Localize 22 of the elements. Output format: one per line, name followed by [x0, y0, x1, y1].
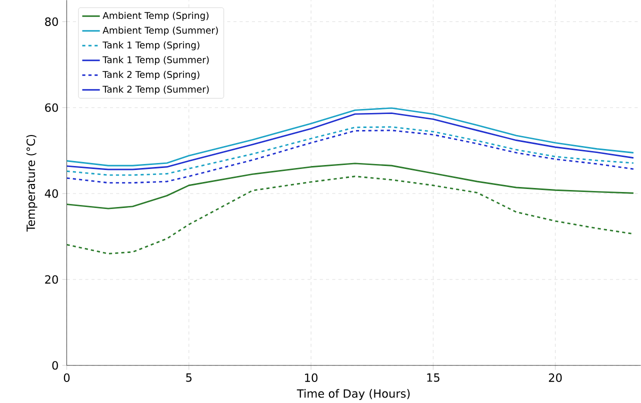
legend-label: Ambient Temp (Summer) [102, 26, 218, 36]
legend-label: Tank 1 Temp (Summer) [102, 56, 209, 65]
legend-label: Tank 2 Temp (Summer) [102, 85, 209, 94]
x-tick-label: 0 [64, 373, 70, 382]
legend-label: Tank 2 Temp (Spring) [102, 70, 200, 80]
line-series [66, 175, 634, 254]
legend-label: Ambient Temp (Spring) [102, 12, 208, 21]
y-tick-label: 80 [45, 17, 58, 26]
x-tick-label: 15 [427, 373, 440, 382]
line-series [66, 129, 634, 184]
y-tick-label: 60 [45, 103, 58, 112]
legend-label: Tank 1 Temp (Spring) [102, 41, 200, 50]
y-tick-label: 40 [44, 189, 58, 198]
y-tick-label: 20 [45, 274, 58, 284]
y-tick-label: 0 [52, 360, 58, 370]
x-tick-label: 5 [186, 373, 192, 382]
y-axis-title: Temperature (°C) [26, 134, 38, 232]
line-series [66, 126, 634, 176]
x-tick-label: 10 [305, 373, 318, 382]
x-axis-title: Time of Day (Hours) [296, 388, 410, 400]
x-tick-label: 20 [548, 373, 562, 382]
line-series [66, 162, 634, 210]
